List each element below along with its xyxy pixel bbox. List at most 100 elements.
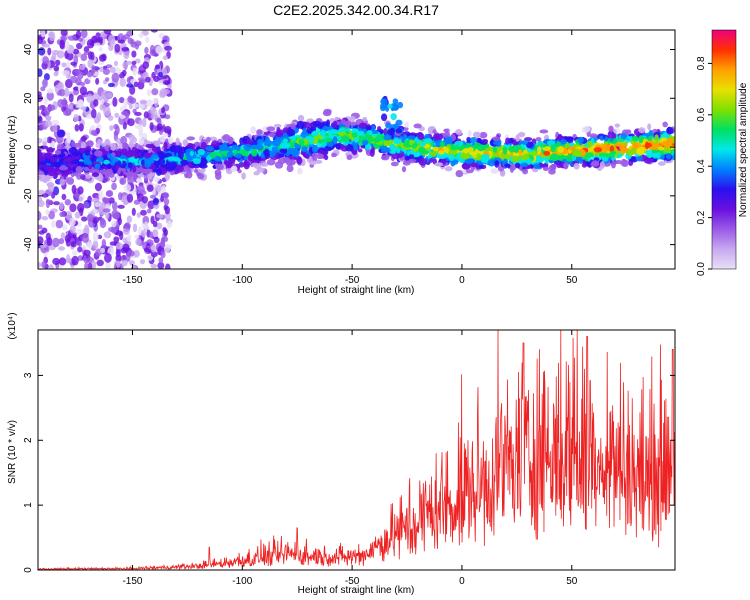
heatmap-cell — [556, 162, 562, 168]
heatmap-cell — [162, 80, 171, 86]
heatmap-cell — [393, 102, 398, 111]
snr-panel: -150 -100 -50 0 50 0 1 2 3 Height of straight l… — [7, 312, 676, 596]
heatmap-cell — [101, 238, 107, 249]
heatmap-cell — [156, 213, 164, 219]
heatmap-cell — [377, 126, 382, 131]
heatmap-cell — [115, 254, 122, 262]
heatmap-cell — [341, 135, 350, 143]
heatmap-cell — [177, 151, 184, 159]
heatmap-cell — [573, 162, 580, 170]
heatmap-cell — [298, 138, 305, 146]
heatmap-cell — [53, 65, 60, 72]
heatmap-cell — [353, 136, 359, 143]
heatmap-cell — [129, 139, 134, 147]
heatmap-cell — [243, 160, 250, 167]
heatmap-cell — [71, 184, 77, 195]
heatmap-cell — [122, 121, 127, 130]
heatmap-cell — [65, 210, 73, 221]
heatmap-cell — [393, 137, 401, 145]
heatmap-cell — [98, 54, 106, 62]
heatmap-cell — [250, 126, 257, 134]
heatmap-cell — [535, 136, 542, 142]
heatmap-cell — [490, 167, 498, 174]
heatmap-cell — [358, 122, 368, 129]
heatmap-cell — [419, 142, 426, 147]
heatmap-cell — [84, 149, 91, 156]
heatmap-cell — [297, 114, 305, 122]
y-tick-label: 3 — [23, 372, 34, 378]
heatmap-cell — [319, 129, 327, 137]
heatmap-cell — [325, 119, 331, 128]
heatmap-cell — [264, 153, 271, 160]
heatmap-cell — [444, 166, 453, 172]
heatmap-cell — [303, 121, 311, 129]
heatmap-cell — [136, 178, 142, 183]
heatmap-cell — [611, 133, 617, 139]
heatmap-cell — [387, 103, 393, 109]
heatmap-cell — [560, 139, 567, 145]
heatmap-cell — [323, 154, 329, 161]
heatmap-cell — [467, 147, 474, 153]
heatmap-cell — [479, 131, 488, 139]
heatmap-cell — [73, 86, 80, 91]
heatmap-cell — [404, 121, 409, 128]
heatmap-cell — [138, 32, 144, 39]
heatmap-cell — [309, 160, 317, 166]
heatmap-cell — [266, 158, 276, 166]
heatmap-cell — [226, 151, 234, 158]
colorbar-tick-label: 0.2 — [696, 210, 707, 224]
heatmap-cell — [665, 153, 672, 160]
y-tick-label: 0 — [23, 144, 34, 150]
heatmap-cell — [38, 174, 46, 182]
heatmap-cell — [101, 142, 107, 147]
heatmap-cell — [103, 30, 112, 35]
heatmap-cell — [610, 160, 616, 169]
heatmap-cell — [145, 76, 151, 83]
heatmap-cell — [49, 156, 58, 163]
x-tick-label: -100 — [232, 576, 252, 587]
heatmap-cell — [461, 162, 471, 170]
heatmap-cell — [151, 71, 156, 79]
heatmap-cell — [113, 158, 119, 163]
heatmap-cell — [38, 137, 43, 144]
heatmap-cell — [380, 113, 388, 122]
heatmap-cell — [392, 98, 399, 105]
heatmap-cell — [75, 228, 84, 235]
heatmap-cell — [68, 103, 73, 110]
heatmap-cell — [362, 116, 368, 122]
heatmap-cell — [64, 87, 70, 97]
heatmap-cell — [38, 110, 41, 117]
heatmap-cell — [297, 167, 303, 175]
heatmap-cell — [142, 169, 151, 175]
heatmap-cell — [110, 142, 117, 151]
heatmap-cell — [151, 88, 159, 96]
heatmap-cell — [142, 132, 148, 141]
heatmap-cell — [167, 84, 172, 89]
heatmap-cell — [112, 97, 118, 107]
heatmap-cell — [42, 56, 50, 65]
heatmap-cell — [396, 147, 401, 154]
heatmap-cell — [66, 52, 74, 61]
heatmap-cell — [144, 221, 149, 230]
heatmap-cell — [290, 134, 297, 141]
heatmap-cell — [200, 158, 208, 166]
heatmap-cell — [163, 141, 168, 150]
heatmap-cell — [156, 222, 163, 230]
heatmap-cell — [305, 127, 314, 133]
heatmap-cell — [132, 164, 137, 173]
heatmap-cell — [186, 136, 196, 141]
heatmap-panel: -150 -100 -50 0 50 -40 -20 0 20 40 Height of str… — [7, 29, 676, 296]
heatmap-cell — [104, 77, 110, 82]
heatmap-cell — [80, 30, 88, 39]
heatmap-cell — [193, 168, 199, 174]
x-tick-label: -50 — [345, 275, 360, 286]
heatmap-cell — [43, 96, 48, 105]
y-tick-label: -20 — [23, 188, 34, 203]
heatmap-cell — [417, 132, 425, 140]
heatmap-cell — [444, 147, 450, 154]
heatmap-cell — [78, 196, 84, 202]
heatmap-cell — [47, 169, 56, 177]
x-tick-label: -50 — [345, 576, 360, 587]
heatmap-cell — [557, 146, 565, 153]
heatmap-cell — [132, 223, 138, 233]
